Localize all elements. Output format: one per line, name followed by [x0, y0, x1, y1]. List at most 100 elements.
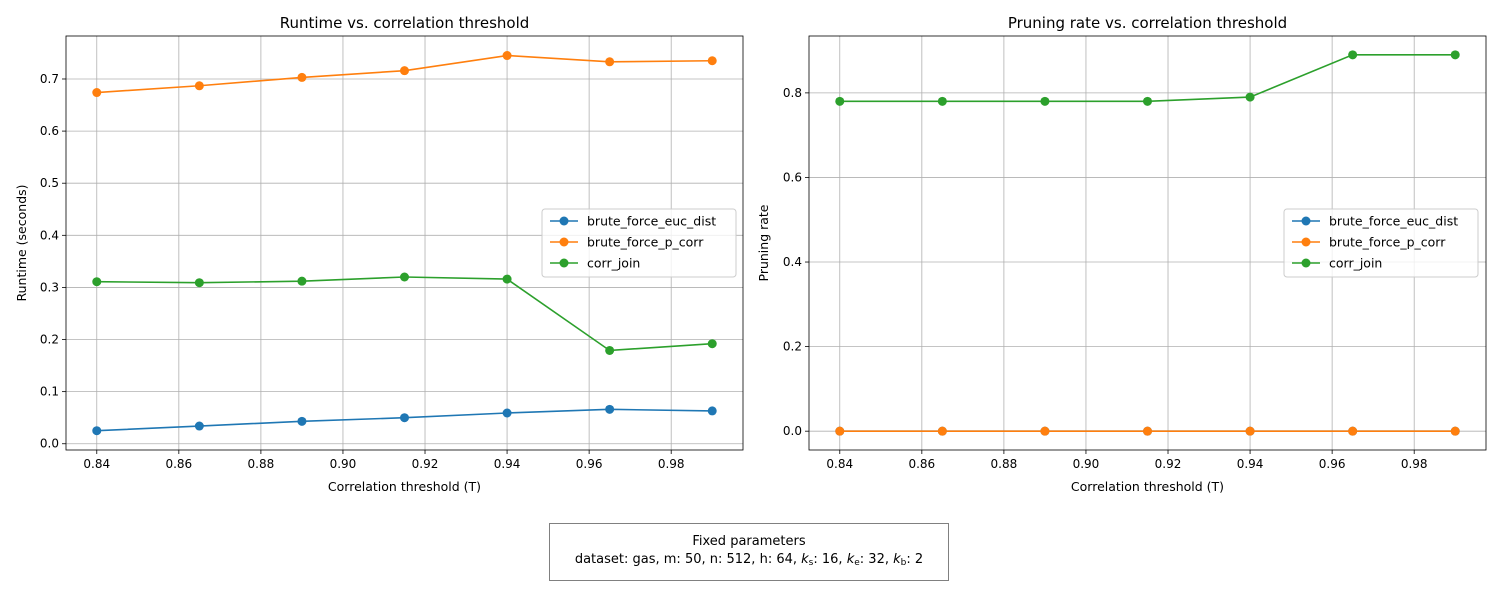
- x-tick-label: 0.88: [248, 457, 275, 471]
- fixed-parameters-title: Fixed parameters: [692, 534, 806, 549]
- kb-value: : 2: [906, 552, 924, 567]
- x-tick-label: 0.94: [494, 457, 521, 471]
- data-point: [707, 406, 717, 416]
- y-tick-label: 0.5: [40, 176, 59, 190]
- legend-box: [541, 208, 737, 278]
- data-point: [707, 56, 717, 66]
- y-tick-label: 0.1: [40, 385, 59, 399]
- chart-title: Pruning rate vs. correlation threshold: [1008, 14, 1287, 32]
- ks-value: : 16,: [813, 552, 847, 567]
- y-tick-label: 0.2: [783, 340, 802, 354]
- data-point: [1245, 426, 1255, 436]
- data-point: [605, 57, 615, 67]
- data-point: [92, 88, 102, 98]
- y-tick-label: 0.6: [783, 170, 802, 184]
- x-tick-label: 0.86: [908, 457, 935, 471]
- data-point: [707, 339, 717, 349]
- data-point: [1245, 92, 1255, 102]
- data-point: [605, 404, 615, 414]
- legend-label: brute_force_euc_dist: [587, 214, 716, 229]
- plot-frame: [808, 35, 1487, 451]
- data-point: [1143, 426, 1152, 436]
- chart-title: Runtime vs. correlation threshold: [280, 14, 530, 32]
- legend-marker: [1301, 258, 1311, 268]
- legend: brute_force_euc_dist brute_force_p_corrco…: [1283, 208, 1479, 278]
- x-tick-label: 0.96: [576, 457, 603, 471]
- x-tick-label: 0.88: [991, 457, 1018, 471]
- data-point: [835, 96, 845, 106]
- y-axis-label: Runtime (seconds): [14, 184, 29, 301]
- x-tick-label: 0.84: [83, 457, 110, 471]
- y-tick-label: 0.8: [783, 86, 802, 100]
- legend: brute_force_euc_dist brute_force_p_corrco…: [541, 208, 737, 278]
- legend-label: brute_force_euc_dist: [1329, 214, 1458, 229]
- chart-panel-1: 0.84 0.86 0.88 0.90 0.92 0.94 0.96 0.98 0.0 0.1 0.…: [14, 14, 744, 494]
- data-point: [194, 278, 204, 288]
- data-point: [1450, 50, 1460, 60]
- data-point: [1348, 50, 1358, 60]
- data-point: [400, 272, 409, 282]
- data-point: [400, 413, 409, 423]
- data-point: [92, 277, 102, 287]
- data-point: [502, 274, 512, 284]
- ke-symbol: k: [846, 552, 855, 567]
- series-corr_join: [92, 272, 717, 355]
- y-axis-label: Pruning rate: [756, 204, 771, 281]
- legend-box: [1283, 208, 1479, 278]
- data-point: [1040, 96, 1050, 106]
- dataset-params-text: dataset: gas, m: 50, n: 512, h: 64,: [574, 552, 802, 567]
- data-point: [1450, 426, 1460, 436]
- x-tick-label: 0.98: [658, 457, 685, 471]
- data-point: [937, 426, 947, 436]
- x-tick-label: 0.90: [330, 457, 357, 471]
- ke-subscript: e: [854, 558, 860, 568]
- series-brute_force_p_corr: [835, 426, 1460, 436]
- y-tick-label: 0.0: [783, 424, 802, 438]
- legend-marker: [1301, 237, 1311, 247]
- x-tick-label: 0.94: [1237, 457, 1264, 471]
- ks-symbol: k: [801, 552, 809, 567]
- x-tick-label: 0.92: [412, 457, 439, 471]
- x-tick-label: 0.92: [1155, 457, 1182, 471]
- legend-marker: [1301, 216, 1311, 226]
- x-tick-label: 0.86: [165, 457, 192, 471]
- x-tick-label: 0.98: [1401, 457, 1428, 471]
- y-tick-label: 0.3: [40, 280, 59, 294]
- kb-subscript: b: [900, 558, 907, 568]
- x-axis-label: Correlation threshold (T): [1071, 479, 1224, 494]
- series-line: [839, 54, 1456, 103]
- plot-frame: [65, 35, 744, 451]
- legend-label: brute_force_p_corr: [587, 235, 704, 250]
- data-point: [835, 426, 845, 436]
- data-point: [297, 416, 307, 426]
- legend-marker: [559, 216, 569, 226]
- data-point: [400, 66, 409, 76]
- data-point: [502, 408, 512, 418]
- x-tick-label: 0.96: [1319, 457, 1346, 471]
- data-point: [605, 345, 615, 355]
- kb-symbol: k: [893, 552, 901, 567]
- legend-label: corr_join: [587, 256, 640, 271]
- data-point: [937, 96, 947, 106]
- legend-marker: [559, 237, 569, 247]
- data-point: [297, 72, 307, 82]
- x-tick-label: 0.84: [826, 457, 853, 471]
- data-point: [502, 51, 512, 61]
- fixed-parameters-box: Fixed parameters dataset: gas, m: 50, n:…: [549, 523, 949, 581]
- data-point: [92, 426, 102, 436]
- legend-marker: [559, 258, 569, 268]
- y-tick-label: 0.0: [40, 437, 59, 451]
- x-axis-label: Correlation threshold (T): [328, 479, 481, 494]
- y-tick-label: 0.6: [40, 124, 59, 138]
- data-point: [1040, 426, 1050, 436]
- chart-panel-2: 0.84 0.86 0.88 0.90 0.92 0.94 0.96 0.98 0.0 0.2 0.…: [756, 14, 1487, 494]
- series-corr_join: [835, 50, 1460, 106]
- data-point: [1143, 96, 1152, 106]
- y-tick-label: 0.7: [40, 72, 59, 86]
- series-brute_force_p_corr: [92, 51, 717, 98]
- y-tick-label: 0.2: [40, 333, 59, 347]
- series-brute_force_euc_dist: [92, 404, 717, 436]
- data-point: [194, 421, 204, 431]
- data-point: [194, 81, 204, 91]
